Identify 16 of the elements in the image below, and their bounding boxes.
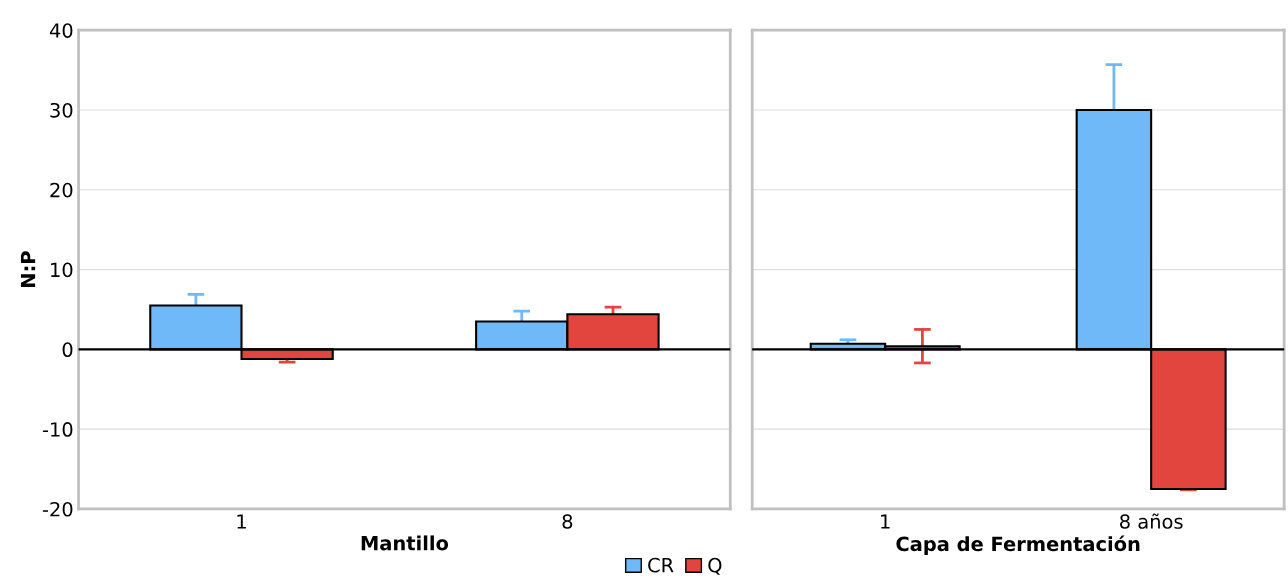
- x-tick-label: 1: [881, 514, 890, 529]
- y-tick-label: -20: [42, 501, 73, 517]
- y-tick-label: 20: [50, 182, 73, 198]
- legend-label: Q: [708, 557, 722, 575]
- y-axis-title: N:P: [20, 251, 36, 287]
- x-axis-title: Capa de Fermentación: [896, 535, 1140, 556]
- x-axis-title: Mantillo: [361, 535, 449, 551]
- y-tick-label: 10: [51, 262, 73, 278]
- y-tick-label: -10: [42, 422, 73, 437]
- x-tick-label: 1: [237, 514, 246, 529]
- y-tick-label: 30: [50, 102, 73, 118]
- x-tick-label: 8 años: [1120, 513, 1183, 529]
- y-tick-label: 0: [62, 342, 73, 358]
- legend-label: CR: [648, 557, 674, 573]
- x-tick-label: 8: [562, 514, 573, 529]
- y-tick-label: 40: [49, 23, 73, 38]
